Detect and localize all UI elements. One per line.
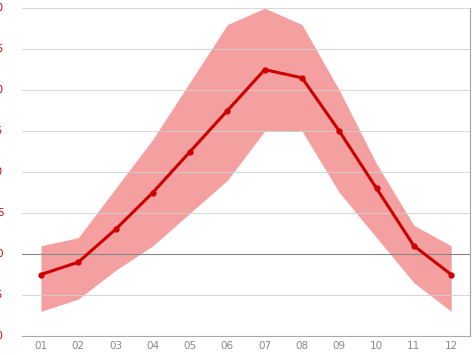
Text: 25: 25	[0, 44, 3, 54]
Text: 30: 30	[0, 3, 3, 13]
Text: 5: 5	[0, 208, 3, 218]
Text: -5: -5	[0, 290, 3, 300]
Text: 20: 20	[0, 85, 3, 95]
Text: 15: 15	[0, 126, 3, 136]
Text: 0: 0	[0, 249, 3, 259]
Text: -10: -10	[0, 331, 3, 341]
Text: 10: 10	[0, 167, 3, 177]
